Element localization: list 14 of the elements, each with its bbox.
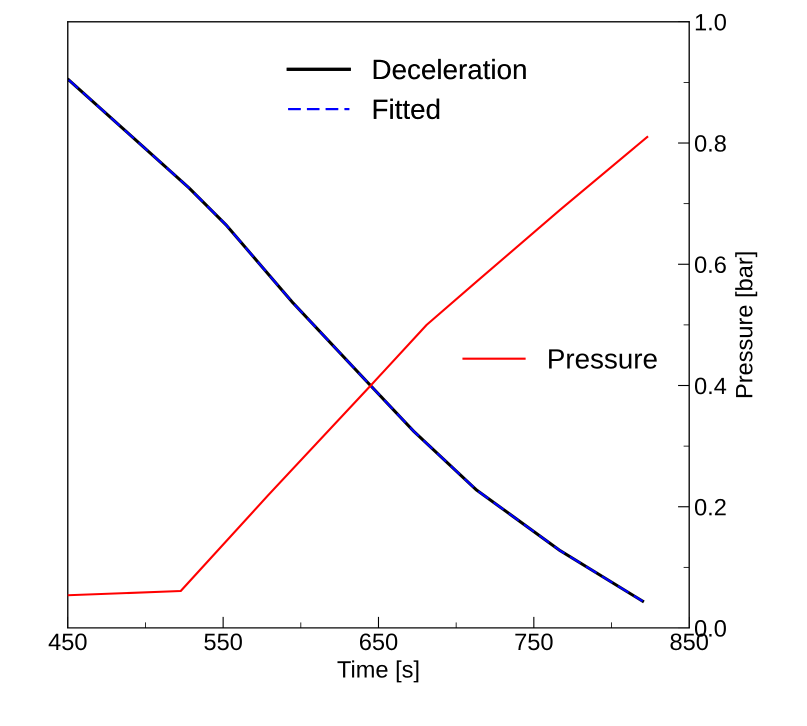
y2-tick-label: 0.6 xyxy=(694,256,726,274)
y2-tick-label: 0.8 xyxy=(694,135,726,152)
y2-tick-label: 1.0 xyxy=(696,14,726,31)
y2-tick-label: 0.2 xyxy=(694,498,726,516)
x-tick-label: 650 xyxy=(360,633,398,650)
y2-axis-title: Pressure [bar] xyxy=(735,252,758,398)
legend-label: Deceleration xyxy=(374,58,526,80)
x-tick-label: 450 xyxy=(48,633,87,650)
legend-label: Pressure xyxy=(549,349,657,369)
x-tick-label: 750 xyxy=(515,633,553,650)
x-axis-title: Time [s] xyxy=(337,660,418,682)
x-tick-label: 550 xyxy=(204,633,242,650)
y2-tick-label: 0.4 xyxy=(694,378,726,394)
legend-label: Fitted xyxy=(374,98,440,120)
